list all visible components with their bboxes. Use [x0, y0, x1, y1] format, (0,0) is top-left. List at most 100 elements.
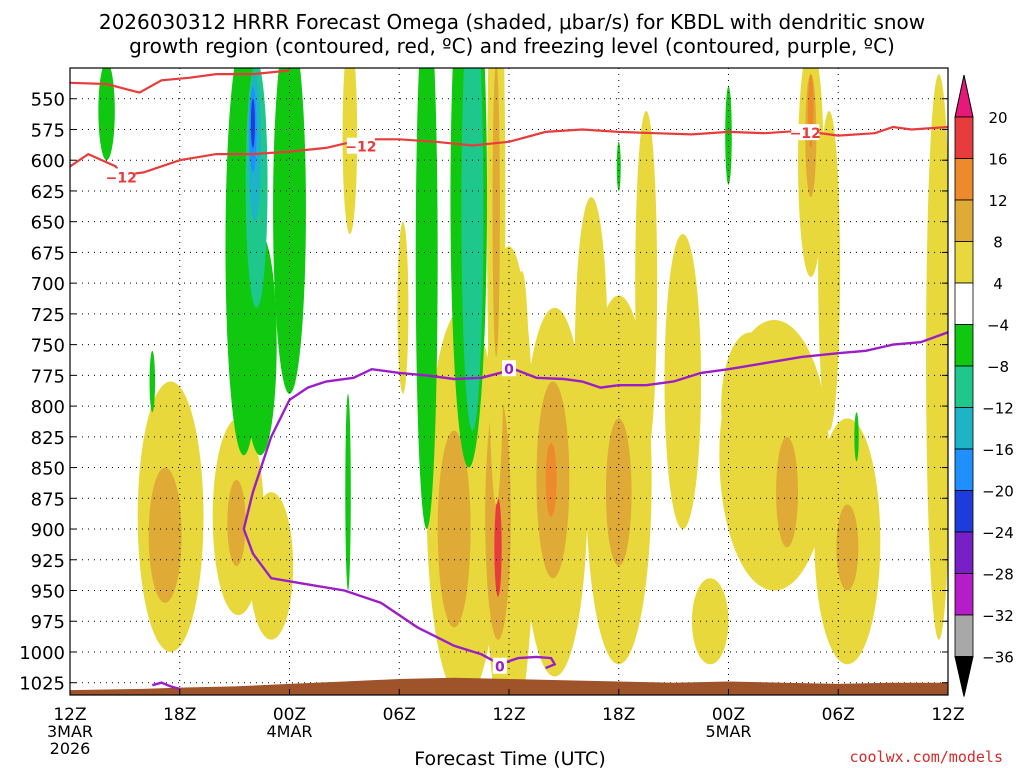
dgz-contour-label-0: −12 — [106, 170, 137, 186]
y-tick-label-900: 900 — [31, 520, 65, 541]
colorbar-bin-3 — [954, 241, 974, 284]
omega-region-25 — [492, 68, 500, 357]
colorbar-top-arrow — [954, 74, 974, 118]
colorbar-bin-1 — [954, 158, 974, 201]
colorbar-bin-8 — [954, 448, 974, 491]
x-tick-label-24: 12Z — [492, 705, 525, 725]
omega-region-17 — [776, 436, 799, 548]
colorbar-bin-12 — [954, 614, 974, 657]
omega-region-35 — [98, 68, 115, 161]
omega-region-19 — [836, 504, 859, 591]
y-tick-label-925: 925 — [31, 551, 65, 572]
dgz-label-bg-2 — [791, 124, 820, 141]
y-tick-label-700: 700 — [31, 274, 65, 295]
colorbar-label-10: −24 — [982, 524, 1014, 542]
colorbar-label-9: −20 — [982, 483, 1014, 501]
y-tick-label-725: 725 — [31, 305, 65, 326]
y-tick-label-750: 750 — [31, 336, 65, 357]
colorbar-bin-4 — [954, 282, 974, 325]
colorbar-label-4: 4 — [993, 275, 1003, 293]
colorbar-bin-11 — [954, 573, 974, 616]
colorbar: 20 16 12 8 4 −4 −8 −12 −16 −20 −24 −28 −32 −36 — [954, 74, 1014, 697]
y-tick-label-825: 825 — [31, 428, 65, 449]
omega-region-46 — [149, 350, 156, 413]
colorbar-bin-5 — [954, 324, 974, 367]
x-tick-label-18: 06Z — [383, 705, 416, 725]
colorbar-bin-9 — [954, 490, 974, 533]
x-axis-title: Forecast Time (UTC) — [414, 748, 605, 768]
y-tick-label-1025: 1025 — [19, 674, 65, 695]
colorbar-label-0: 20 — [988, 109, 1007, 127]
freezing-contour-label-1: 0 — [495, 660, 505, 676]
omega-region-23 — [721, 332, 780, 480]
omega-region-34 — [397, 221, 409, 394]
y-tick-label-775: 775 — [31, 366, 65, 387]
colorbar-label-5: −4 — [987, 317, 1009, 335]
omega-region-43 — [415, 68, 438, 529]
colorbar-bin-2 — [954, 199, 974, 242]
x-tick-label-12: 00Z — [273, 705, 306, 725]
colorbar-label-8: −16 — [982, 441, 1014, 459]
y-tick-label-600: 600 — [31, 151, 65, 172]
dgz-contour-lower — [70, 125, 948, 177]
omega-region-42 — [250, 98, 255, 148]
omega-region-45 — [461, 68, 484, 431]
x-tick-date-0: 3MAR — [47, 722, 93, 741]
credit-text: coolwx.com/models — [849, 748, 1003, 766]
colorbar-label-12: −32 — [982, 607, 1014, 625]
x-tick-label-30: 18Z — [602, 705, 635, 725]
y-tick-label-650: 650 — [31, 213, 65, 234]
omega-region-49 — [616, 141, 621, 191]
omega-region-3 — [227, 479, 246, 566]
dgz-label-bg-1 — [346, 137, 375, 154]
x-tick-label-36: 00Z — [712, 705, 745, 725]
colorbar-bin-10 — [954, 531, 974, 574]
plot-inner: −12 −12 −12 0 0 — [70, 68, 948, 695]
omega-region-12 — [545, 442, 557, 517]
y-tick-label-875: 875 — [31, 489, 65, 510]
colorbar-label-11: −28 — [982, 566, 1014, 584]
y-tick-label-625: 625 — [31, 182, 65, 203]
plot-area: −12 −12 −12 0 0 — [70, 68, 948, 695]
colorbar-label-6: −8 — [987, 358, 1009, 376]
y-tick-label-850: 850 — [31, 459, 65, 480]
omega-region-32 — [818, 111, 841, 431]
x-tick-label-42: 06Z — [822, 705, 855, 725]
x-tick-date-12: 4MAR — [266, 722, 312, 741]
omega-region-20 — [691, 578, 729, 665]
chart-title-line-1: 2026030312 HRRR Forecast Omega (shaded, … — [99, 10, 925, 34]
dgz-contour-upper — [70, 69, 290, 94]
omega-region-27 — [574, 197, 608, 517]
colorbar-label-1: 16 — [988, 151, 1007, 169]
x-tick-label-6: 18Z — [163, 705, 196, 725]
colorbar-bin-0 — [954, 116, 974, 159]
x-tick-date-36: 5MAR — [705, 722, 751, 741]
colorbar-bin-6 — [954, 365, 974, 408]
freezing-contour — [242, 331, 948, 670]
colorbar-label-3: 8 — [993, 234, 1003, 252]
y-tick-label-550: 550 — [31, 90, 65, 111]
colorbar-label-2: 12 — [988, 192, 1007, 210]
colorbar-bin-7 — [954, 407, 974, 450]
y-tick-label-1000: 1000 — [19, 643, 65, 664]
y-tick-label-950: 950 — [31, 582, 65, 603]
freezing-contour-label-0: 0 — [504, 362, 514, 378]
y-tick-label-975: 975 — [31, 612, 65, 633]
omega-region-33 — [342, 68, 358, 234]
freezing-label-bg-0 — [502, 360, 516, 377]
dgz-contour-label-1: −12 — [345, 140, 376, 156]
y-tick-label-800: 800 — [31, 397, 65, 418]
y-tick-label-575: 575 — [31, 120, 65, 141]
dgz-contour-label-2: −12 — [790, 126, 821, 142]
omega-region-1 — [148, 467, 182, 603]
axes: 550 575 600 625 650 675 700 725 750 775 800 825 850 8… — [19, 67, 965, 758]
omega-region-26 — [514, 270, 530, 517]
x-tick-label-0: 12Z — [53, 705, 86, 725]
omega-region-4 — [249, 492, 294, 640]
y-tick-label-675: 675 — [31, 243, 65, 264]
chart-title-line-2: growth region (contoured, red, ºC) and f… — [129, 34, 895, 58]
freezing-label-bg-1 — [492, 657, 507, 674]
omega-region-22 — [664, 233, 702, 530]
